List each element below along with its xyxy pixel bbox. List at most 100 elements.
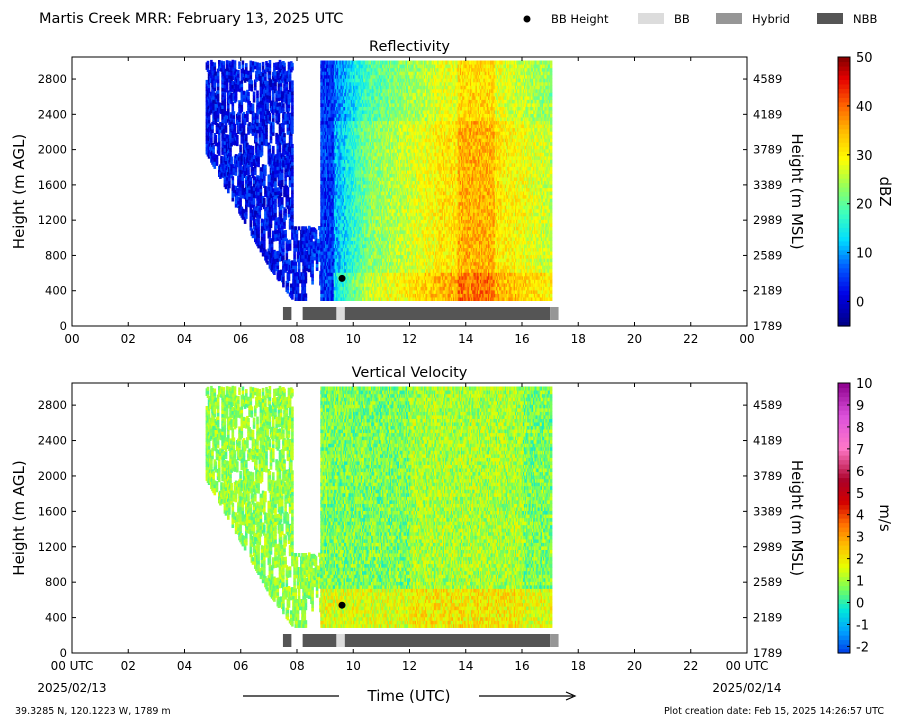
heatmap-cell — [286, 130, 290, 135]
legend-label: BB Height — [551, 12, 609, 26]
heatmap-cell — [257, 163, 260, 168]
heatmap-cell — [252, 222, 256, 227]
heatmap-cell — [304, 254, 308, 259]
heatmap-cell — [303, 289, 307, 294]
heatmap-cell — [218, 144, 221, 149]
heatmap-cell — [261, 72, 265, 77]
heatmap-cell — [252, 183, 256, 188]
heatmap-cell — [276, 155, 280, 160]
heatmap-cell — [284, 71, 287, 76]
heatmap-cell — [303, 268, 307, 273]
heatmap-cell — [266, 66, 269, 71]
heatmap-cell — [215, 130, 219, 135]
heatmap-cell — [277, 277, 281, 282]
heatmap-cell — [213, 87, 217, 92]
heatmap-cell — [291, 62, 294, 67]
heatmap-cell — [250, 189, 254, 194]
heatmap-cell — [228, 177, 231, 182]
heatmap-cell — [308, 268, 311, 273]
heatmap-cell — [291, 182, 294, 187]
heatmap-cell — [248, 86, 251, 91]
heatmap-cell — [295, 293, 299, 298]
heatmap-cell — [230, 160, 233, 165]
heatmap-cell — [231, 179, 235, 184]
heatmap-cell — [230, 78, 233, 83]
heatmap-cell — [207, 119, 211, 124]
heatmap-cell — [260, 137, 264, 142]
heatmap-cell — [232, 114, 236, 119]
heatmap-cell — [245, 183, 248, 188]
heatmap-cell — [233, 60, 237, 65]
heatmap-cell — [232, 111, 236, 116]
heatmap-cell — [260, 236, 264, 241]
heatmap-cell — [282, 283, 285, 288]
heatmap-cell — [288, 98, 292, 103]
heatmap-cell — [256, 115, 259, 120]
heatmap-cell — [282, 103, 285, 108]
heatmap-cell — [252, 91, 256, 96]
heatmap-cell — [276, 166, 280, 171]
heatmap-cell — [259, 170, 263, 175]
heatmap-cell — [266, 94, 269, 99]
heatmap-cell — [277, 93, 281, 98]
heatmap-cell — [265, 128, 268, 133]
heatmap-cell — [239, 186, 242, 191]
heatmap-cell — [268, 232, 272, 237]
heatmap-cell — [216, 118, 220, 123]
heatmap-cell — [270, 243, 274, 248]
heatmap-cell — [317, 242, 320, 247]
heatmap-cell — [231, 105, 235, 110]
heatmap-cell — [248, 129, 251, 134]
heatmap-cell — [214, 135, 218, 140]
heatmap-cell — [261, 61, 265, 66]
heatmap-cell — [245, 207, 248, 212]
heatmap-cell — [256, 129, 259, 134]
heatmap-cell — [299, 279, 302, 284]
heatmap-cell — [258, 140, 262, 145]
heatmap-cell — [225, 74, 229, 79]
heatmap-field — [205, 59, 553, 301]
heatmap-cell — [303, 286, 307, 291]
heatmap-cell — [248, 192, 251, 197]
heatmap-cell — [303, 244, 307, 249]
heatmap-cell — [311, 280, 314, 285]
heatmap-cell — [252, 197, 256, 202]
heatmap-cell — [308, 243, 311, 248]
heatmap-cell — [286, 201, 290, 206]
heatmap-cell — [297, 268, 301, 273]
heatmap-cell — [218, 60, 221, 65]
heatmap-cell — [278, 243, 282, 248]
heatmap-cell — [288, 179, 292, 184]
heatmap-cell — [207, 122, 211, 127]
heatmap-cell — [269, 135, 273, 140]
heatmap-cell — [254, 234, 257, 239]
heatmap-cell — [247, 144, 250, 149]
heatmap-cell — [223, 133, 227, 138]
heatmap-cell — [239, 144, 242, 149]
heatmap-cell — [224, 125, 228, 130]
heatmap-cell — [311, 231, 314, 236]
heatmap-cell — [246, 142, 249, 147]
heatmap-cell — [291, 112, 294, 117]
heatmap-cell — [268, 148, 272, 153]
heatmap-cell — [270, 183, 274, 188]
heatmap-cell — [249, 60, 253, 65]
heatmap-cell — [240, 104, 244, 109]
heatmap-cell — [276, 162, 280, 167]
heatmap-cell — [249, 177, 253, 182]
heatmap-cell — [282, 279, 285, 284]
heatmap-cell — [228, 74, 231, 79]
heatmap-cell — [236, 191, 239, 196]
heatmap-cell — [274, 85, 277, 90]
heatmap-cell — [261, 76, 265, 81]
heatmap-cell — [249, 71, 253, 76]
heatmap-cell — [282, 159, 285, 164]
heatmap-cell — [239, 201, 242, 206]
heatmap-cell — [259, 174, 263, 179]
heatmap-cell — [223, 105, 227, 110]
heatmap-cell — [287, 104, 291, 109]
heatmap-cell — [291, 122, 294, 127]
heatmap-cell — [269, 86, 273, 91]
heatmap-cell — [269, 224, 273, 229]
heatmap-cell — [239, 176, 242, 181]
